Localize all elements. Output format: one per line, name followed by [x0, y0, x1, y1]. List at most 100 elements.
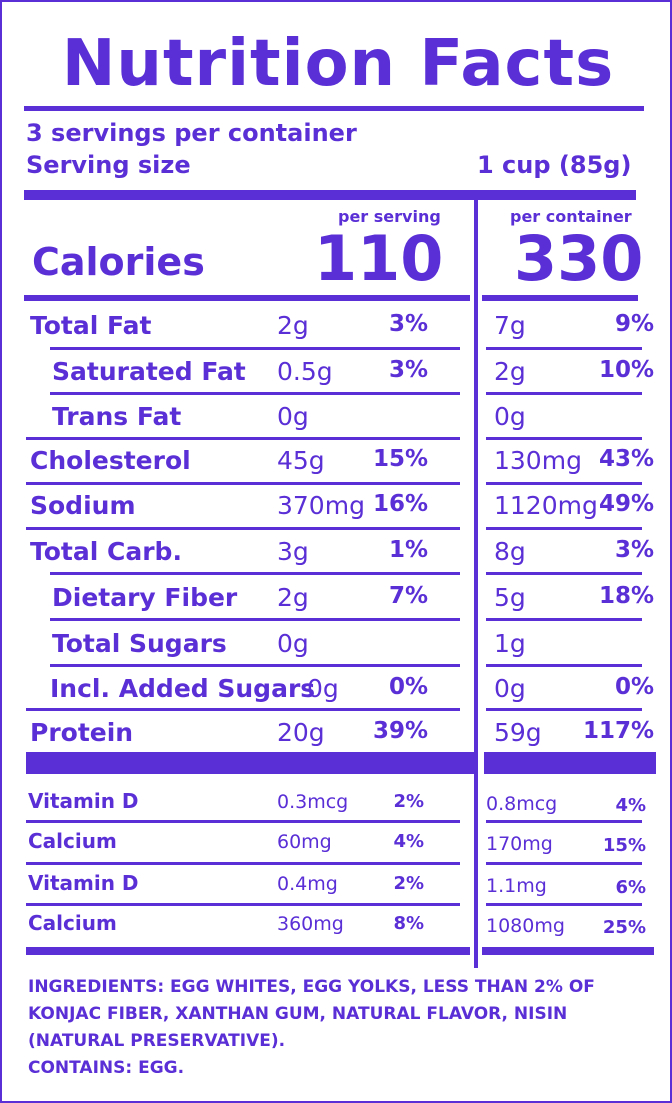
contains-statement: CONTAINS: EGG.	[28, 1058, 185, 1078]
nutrient-serving-amount: 2g	[277, 583, 309, 612]
row-divider	[486, 820, 642, 823]
nutrient-serving-amount: 3g	[277, 537, 309, 566]
vitamin-name: Vitamin D	[28, 789, 139, 813]
row-divider	[50, 572, 460, 575]
nutrient-container-dv: 43%	[598, 446, 654, 472]
nutrient-serving-amount: 45g	[277, 446, 325, 475]
row-divider	[486, 437, 642, 440]
row-divider	[26, 903, 460, 906]
vitamin-container-amount: 170mg	[486, 833, 553, 855]
vitamin-name: Calcium	[28, 911, 117, 935]
thick-divider-right	[484, 752, 656, 774]
ingredients-line: INGREDIENTS: EGG WHITES, EGG YOLKS, LESS…	[28, 977, 595, 997]
nutrient-container-amount: 1g	[494, 629, 526, 658]
calories-label: Calories	[32, 240, 205, 284]
nutrient-serving-amount: 20g	[277, 718, 325, 747]
nutrient-container-amount: 0g	[494, 674, 526, 703]
nutrient-serving-dv: 15%	[372, 446, 428, 472]
row-divider	[486, 527, 642, 530]
nutrient-container-amount: 7g	[494, 311, 526, 340]
nutrient-name: Saturated Fat	[52, 357, 246, 386]
row-divider	[486, 347, 642, 350]
row-divider	[50, 618, 460, 621]
nutrient-container-amount: 2g	[494, 357, 526, 386]
nutrient-container-dv: 9%	[614, 311, 654, 337]
nutrient-name: Total Sugars	[52, 629, 227, 658]
row-divider	[50, 664, 460, 667]
nutrient-serving-amount: 0g	[307, 674, 339, 703]
nutrient-serving-amount: 370mg	[277, 491, 365, 520]
calories-divider-right	[482, 295, 638, 301]
row-divider	[486, 392, 642, 395]
serving-divider	[24, 190, 636, 200]
row-divider	[26, 862, 460, 865]
nutrient-name: Total Fat	[30, 311, 152, 340]
nutrient-serving-amount: 2g	[277, 311, 309, 340]
nutrient-container-amount: 0g	[494, 402, 526, 431]
row-divider	[486, 903, 642, 906]
row-divider	[26, 820, 460, 823]
nutrient-name: Total Carb.	[30, 537, 182, 566]
nutrient-name: Sodium	[30, 491, 136, 520]
vitamin-serving-dv: 2%	[393, 873, 424, 894]
nutrient-serving-dv: 7%	[388, 583, 428, 609]
nutrient-serving-dv: 39%	[372, 718, 428, 744]
vitamin-container-amount: 0.8mcg	[486, 793, 558, 815]
row-divider	[50, 347, 460, 350]
nutrient-container-dv: 117%	[582, 718, 654, 744]
vitamin-serving-amount: 360mg	[277, 913, 344, 935]
row-divider	[50, 392, 460, 395]
nutrient-container-amount: 1120mg	[494, 491, 598, 520]
vitamin-container-amount: 1080mg	[486, 915, 565, 937]
nutrient-container-amount: 130mg	[494, 446, 582, 475]
row-divider	[486, 708, 642, 711]
nutrient-name: Cholesterol	[30, 446, 191, 475]
per-serving-label: per serving	[338, 207, 441, 226]
row-divider	[26, 527, 460, 530]
column-divider	[474, 200, 478, 968]
row-divider	[486, 862, 642, 865]
nutrient-container-dv: 3%	[614, 537, 654, 563]
nutrient-serving-dv: 3%	[388, 357, 428, 383]
nutrient-container-amount: 59g	[494, 718, 542, 747]
nutrient-name: Dietary Fiber	[52, 583, 238, 612]
nutrient-serving-amount: 0g	[277, 629, 309, 658]
nutrient-container-dv: 0%	[614, 674, 654, 700]
vitamin-serving-dv: 4%	[393, 831, 424, 852]
row-divider	[486, 664, 642, 667]
vitamin-container-dv: 15%	[602, 835, 646, 856]
row-divider	[26, 482, 460, 485]
per-container-label: per container	[510, 207, 632, 226]
servings-per-container: 3 servings per container	[26, 119, 357, 147]
row-divider	[26, 708, 460, 711]
vitamin-name: Vitamin D	[28, 871, 139, 895]
vitamin-serving-dv: 8%	[393, 913, 424, 934]
title-divider	[24, 106, 644, 111]
nutrient-name: Protein	[30, 718, 134, 747]
vitamin-container-dv: 4%	[615, 795, 646, 816]
row-divider	[486, 482, 642, 485]
calories-divider-left	[24, 295, 470, 301]
calories-per-serving: 110	[314, 222, 444, 295]
vitamin-serving-amount: 0.3mcg	[277, 791, 349, 813]
nutrient-serving-dv: 16%	[372, 491, 428, 517]
nutrient-serving-amount: 0g	[277, 402, 309, 431]
nutrient-container-dv: 49%	[598, 491, 654, 517]
label-title: Nutrition Facts	[61, 27, 615, 101]
calories-per-container: 330	[514, 222, 644, 295]
vitamin-name: Calcium	[28, 829, 117, 853]
nutrient-serving-dv: 3%	[388, 311, 428, 337]
vitamin-divider-right	[482, 947, 654, 955]
vitamin-serving-amount: 0.4mg	[277, 873, 338, 895]
vitamin-container-dv: 6%	[615, 877, 646, 898]
row-divider	[486, 618, 642, 621]
vitamin-container-amount: 1.1mg	[486, 875, 547, 897]
vitamin-serving-amount: 60mg	[277, 831, 332, 853]
row-divider	[486, 572, 642, 575]
nutrient-serving-amount: 0.5g	[277, 357, 333, 386]
nutrient-serving-dv: 0%	[388, 674, 428, 700]
ingredients-line: KONJAC FIBER, XANTHAN GUM, NATURAL FLAVO…	[28, 1004, 568, 1024]
vitamin-divider-left	[26, 947, 470, 955]
nutrient-name: Trans Fat	[52, 402, 182, 431]
